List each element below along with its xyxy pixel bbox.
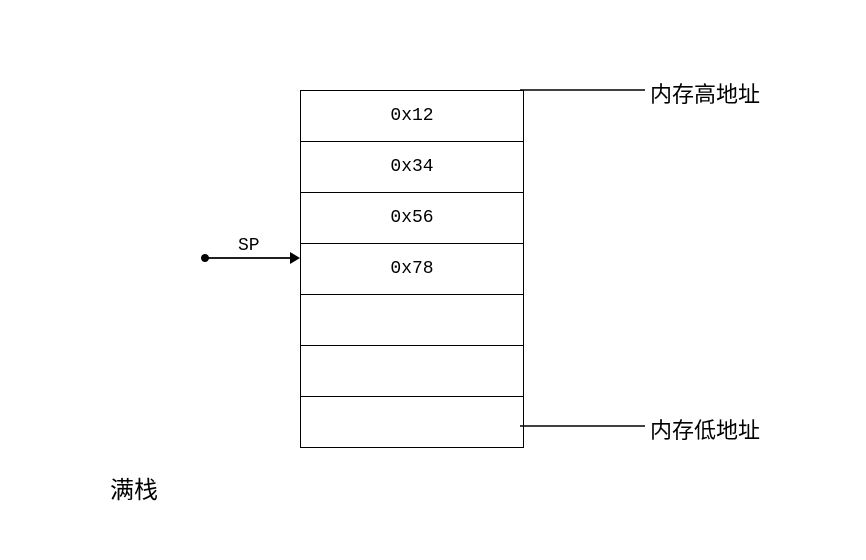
low-address-label: 内存低地址 [650, 413, 760, 445]
diagram-caption: 满栈 [110, 470, 158, 505]
stack-cell [301, 295, 524, 346]
stack-cell: 0x12 [301, 91, 524, 142]
stack-cell: 0x56 [301, 193, 524, 244]
stack-cell: 0x78 [301, 244, 524, 295]
sp-label: SP [238, 236, 260, 256]
stack-table: 0x120x340x560x78 [300, 90, 524, 448]
stack-cell: 0x34 [301, 142, 524, 193]
stack-cell [301, 346, 524, 397]
stack-cell [301, 397, 524, 448]
diagram-container: 0x120x340x560x78 SP 内存高地址 内存低地址 满栈 [0, 0, 866, 560]
high-address-label: 内存高地址 [650, 77, 760, 109]
